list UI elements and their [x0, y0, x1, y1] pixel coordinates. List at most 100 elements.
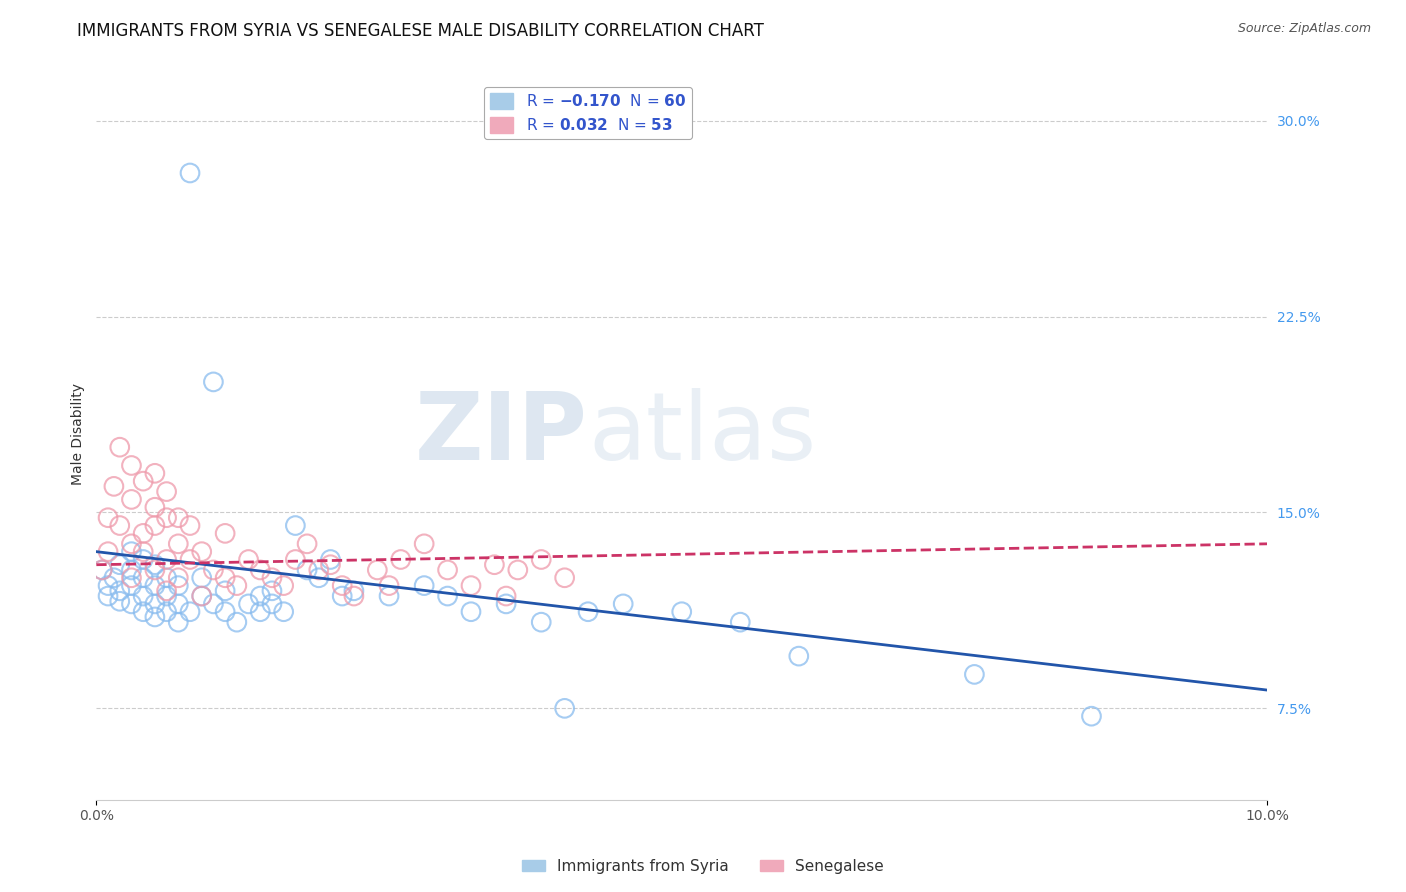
- Point: [284, 518, 307, 533]
- Point: [238, 597, 260, 611]
- Point: [108, 583, 131, 598]
- Point: [225, 579, 247, 593]
- Point: [155, 510, 177, 524]
- Point: [202, 563, 225, 577]
- Point: [249, 563, 271, 577]
- Point: [108, 518, 131, 533]
- Point: [495, 597, 517, 611]
- Point: [554, 571, 576, 585]
- Point: [319, 552, 342, 566]
- Point: [436, 563, 458, 577]
- Point: [179, 552, 201, 566]
- Point: [132, 589, 155, 603]
- Point: [378, 579, 401, 593]
- Point: [190, 544, 212, 558]
- Point: [460, 579, 482, 593]
- Point: [343, 589, 366, 603]
- Point: [730, 615, 752, 630]
- Point: [132, 605, 155, 619]
- Point: [167, 571, 190, 585]
- Point: [202, 375, 225, 389]
- Point: [121, 597, 143, 611]
- Point: [249, 589, 271, 603]
- Point: [155, 583, 177, 598]
- Point: [132, 552, 155, 566]
- Point: [91, 563, 114, 577]
- Point: [787, 649, 810, 664]
- Point: [108, 594, 131, 608]
- Point: [378, 589, 401, 603]
- Point: [155, 571, 177, 585]
- Point: [190, 571, 212, 585]
- Point: [1080, 709, 1102, 723]
- Point: [484, 558, 506, 572]
- Point: [143, 563, 166, 577]
- Point: [143, 467, 166, 481]
- Point: [167, 579, 190, 593]
- Point: [214, 526, 236, 541]
- Point: [963, 667, 986, 681]
- Point: [330, 589, 353, 603]
- Point: [121, 563, 143, 577]
- Point: [143, 500, 166, 515]
- Point: [413, 537, 436, 551]
- Point: [671, 605, 693, 619]
- Point: [495, 589, 517, 603]
- Point: [132, 526, 155, 541]
- Point: [214, 605, 236, 619]
- Point: [121, 537, 143, 551]
- Point: [132, 474, 155, 488]
- Point: [91, 563, 114, 577]
- Point: [167, 510, 190, 524]
- Text: Source: ZipAtlas.com: Source: ZipAtlas.com: [1237, 22, 1371, 36]
- Point: [190, 589, 212, 603]
- Point: [121, 579, 143, 593]
- Point: [132, 544, 155, 558]
- Point: [202, 597, 225, 611]
- Point: [330, 579, 353, 593]
- Point: [260, 597, 283, 611]
- Point: [238, 552, 260, 566]
- Legend: R = $\mathbf{-0.170}$  N = $\mathbf{60}$, R = $\mathbf{0.032}$  N = $\mathbf{53}: R = $\mathbf{-0.170}$ N = $\mathbf{60}$,…: [484, 87, 692, 139]
- Point: [190, 589, 212, 603]
- Point: [132, 571, 155, 585]
- Point: [97, 589, 120, 603]
- Point: [612, 597, 634, 611]
- Point: [155, 605, 177, 619]
- Point: [249, 605, 271, 619]
- Point: [97, 510, 120, 524]
- Text: IMMIGRANTS FROM SYRIA VS SENEGALESE MALE DISABILITY CORRELATION CHART: IMMIGRANTS FROM SYRIA VS SENEGALESE MALE…: [77, 22, 765, 40]
- Point: [108, 440, 131, 454]
- Point: [366, 563, 388, 577]
- Point: [308, 571, 330, 585]
- Point: [108, 558, 131, 572]
- Point: [554, 701, 576, 715]
- Point: [576, 605, 599, 619]
- Point: [436, 589, 458, 603]
- Point: [121, 492, 143, 507]
- Point: [143, 558, 166, 572]
- Point: [319, 558, 342, 572]
- Point: [260, 583, 283, 598]
- Point: [214, 583, 236, 598]
- Point: [389, 552, 412, 566]
- Point: [97, 544, 120, 558]
- Point: [103, 571, 125, 585]
- Point: [343, 583, 366, 598]
- Point: [308, 563, 330, 577]
- Point: [121, 458, 143, 473]
- Point: [167, 537, 190, 551]
- Point: [214, 571, 236, 585]
- Point: [121, 571, 143, 585]
- Text: atlas: atlas: [588, 388, 817, 480]
- Point: [506, 563, 529, 577]
- Point: [143, 610, 166, 624]
- Point: [155, 484, 177, 499]
- Point: [121, 544, 143, 558]
- Point: [530, 552, 553, 566]
- Point: [530, 615, 553, 630]
- Point: [167, 615, 190, 630]
- Text: ZIP: ZIP: [415, 388, 588, 480]
- Point: [460, 605, 482, 619]
- Point: [225, 615, 247, 630]
